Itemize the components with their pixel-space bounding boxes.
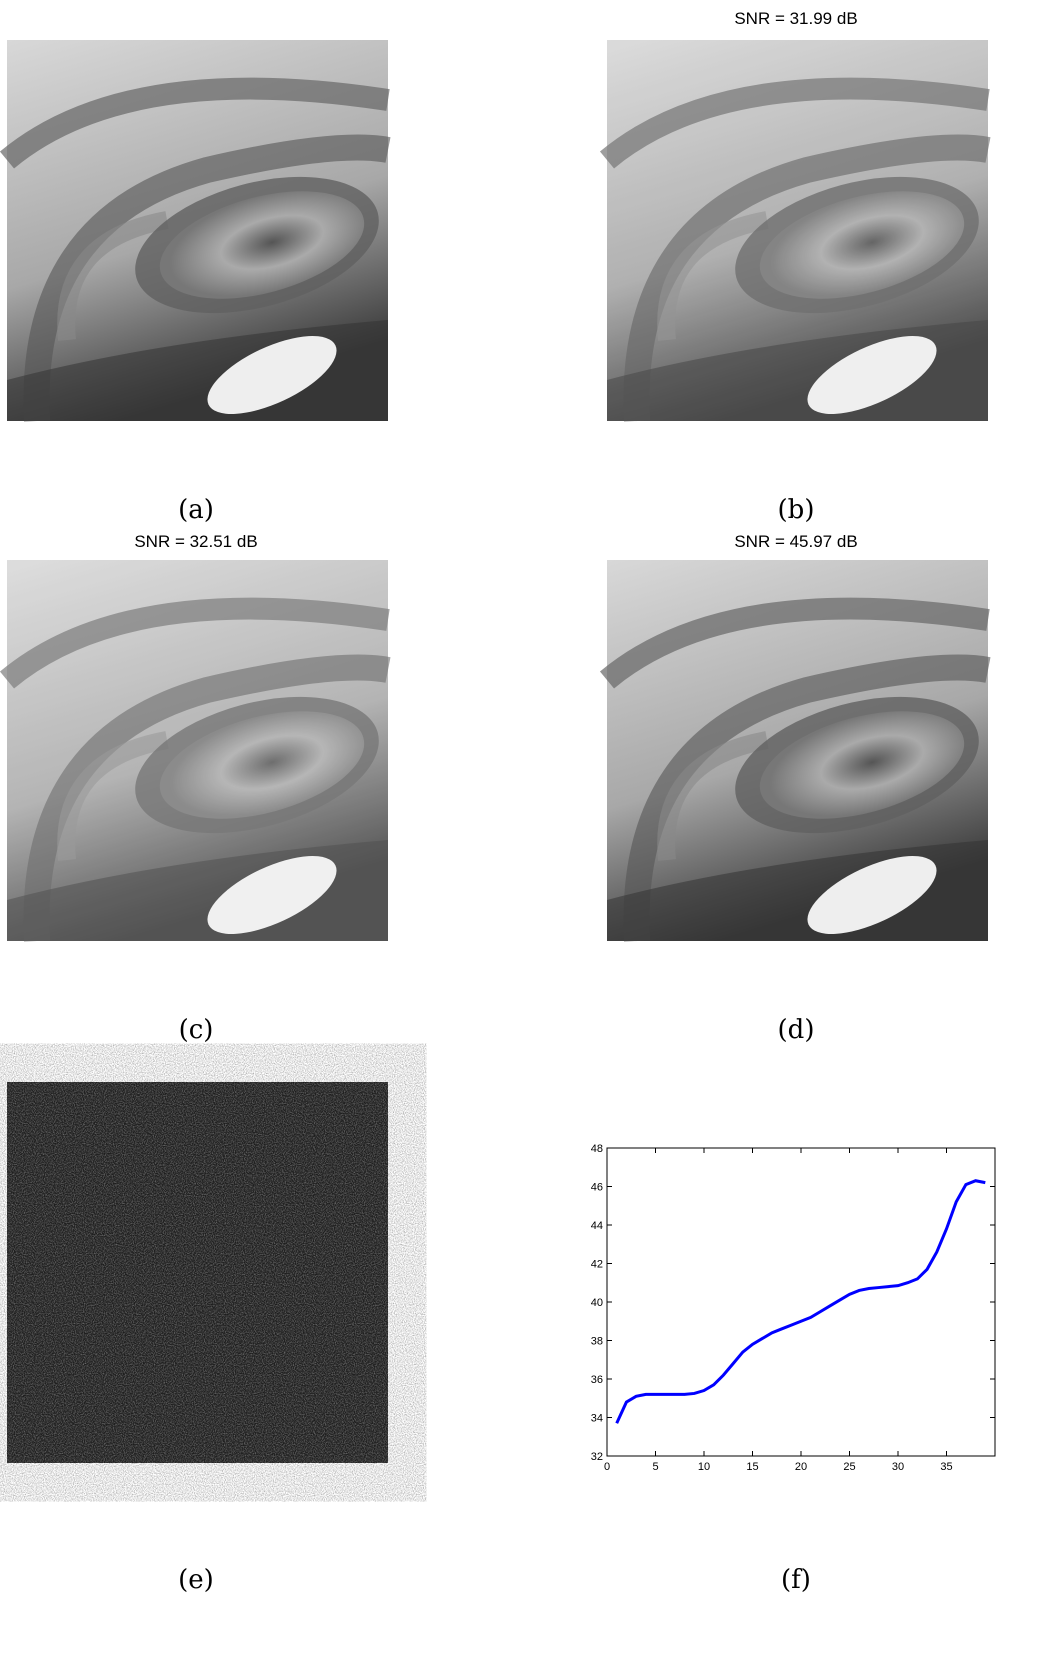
x-tick-label: 20 [795, 1461, 807, 1473]
plot-frame [606, 1147, 996, 1457]
y-tick-label: 32 [591, 1451, 603, 1463]
x-tick-label: 15 [746, 1461, 758, 1473]
line-series [615, 1179, 986, 1424]
image-c [7, 560, 394, 950]
panel-title: SNR = 32.51 dB [134, 532, 257, 551]
caption: (e) [178, 1565, 214, 1595]
image-b [607, 40, 994, 430]
panel-title: SNR = 45.97 dB [734, 532, 857, 551]
y-tick-label: 36 [591, 1374, 603, 1386]
y-tick-label: 46 [591, 1182, 603, 1194]
x-tick-label: 25 [843, 1461, 855, 1473]
x-tick-label: 0 [604, 1461, 610, 1473]
y-tick-label: 40 [591, 1297, 603, 1309]
y-tick-label: 44 [591, 1220, 603, 1232]
panel-title: SNR = 31.99 dB [734, 9, 857, 28]
y-tick-label: 42 [591, 1259, 603, 1271]
caption: (b) [778, 495, 815, 525]
x-tick-label: 5 [652, 1461, 658, 1473]
image-a [7, 40, 394, 430]
caption: (f) [781, 1565, 811, 1595]
image-d [607, 560, 994, 950]
y-tick-label: 38 [591, 1336, 603, 1348]
caption: (d) [778, 1015, 815, 1045]
y-tick-label: 48 [591, 1143, 603, 1155]
caption: (c) [179, 1015, 214, 1045]
caption: (a) [178, 495, 214, 525]
x-tick-label: 10 [698, 1461, 710, 1473]
image-e-noise [7, 1082, 388, 1463]
y-tick-label: 34 [591, 1413, 603, 1425]
x-tick-label: 30 [892, 1461, 904, 1473]
x-tick-label: 35 [940, 1461, 952, 1473]
